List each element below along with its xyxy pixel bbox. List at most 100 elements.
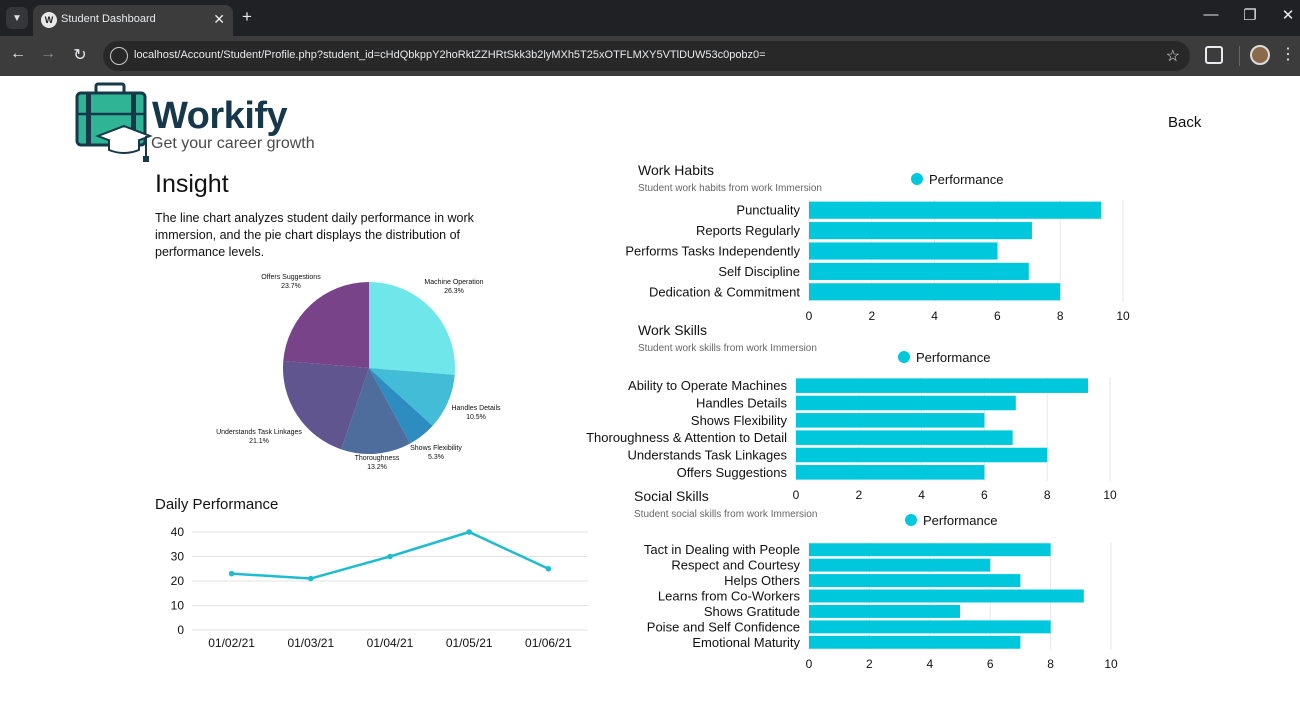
- bar-category-label: Handles Details: [696, 396, 788, 411]
- bar-chart-subtitle: Student work skills from work Immersion: [638, 343, 817, 354]
- insight-title: Insight: [155, 170, 229, 198]
- bar-category-label: Respect and Courtesy: [671, 558, 800, 573]
- bookmark-star-icon[interactable]: ☆: [1165, 48, 1180, 65]
- plus-icon[interactable]: +: [242, 7, 252, 26]
- pie-percent-understands-task-linkages: 21.1%: [249, 438, 269, 445]
- bar-category-label: Poise and Self Confidence: [647, 619, 800, 634]
- url-text[interactable]: localhost/Account/Student/Profile.php?st…: [134, 49, 766, 61]
- bar-x-tick: 8: [1044, 488, 1051, 502]
- tab-title: Student Dashboard: [61, 13, 156, 25]
- browser-toolbar: ← → ↻ localhost/Account/Student/Profile.…: [0, 36, 1300, 76]
- bar-category-label: Shows Flexibility: [691, 413, 788, 428]
- pie-label-thoroughness: Thoroughness: [355, 455, 400, 462]
- forward-arrow-icon[interactable]: →: [40, 45, 56, 62]
- bar-x-tick: 6: [987, 657, 994, 671]
- browser-tab-active[interactable]: W Student Dashboard ✕: [33, 5, 233, 36]
- pie-slice-shows-flexibility: [369, 368, 433, 444]
- bar-category-label: Tact in Dealing with People: [644, 542, 800, 557]
- bar-chart-subtitle: Student social skills from work Immersio…: [634, 509, 817, 520]
- bar-category-label: Punctuality: [736, 203, 800, 218]
- work-habits-bar-chart: Work Habits Student work habits from work…: [625, 162, 1130, 323]
- line-x-tick: 01/04/21: [367, 636, 414, 650]
- extensions-puzzle-icon[interactable]: [1205, 46, 1223, 64]
- pie-label-shows-flexibility: Shows Flexibility: [410, 445, 462, 452]
- bar-x-tick: 8: [1047, 657, 1054, 671]
- close-window-icon[interactable]: ✕: [1281, 7, 1295, 24]
- tab-list-chevron-icon[interactable]: ▼: [6, 7, 28, 29]
- back-link[interactable]: Back: [1168, 114, 1202, 131]
- bar-category-label: Learns from Co-Workers: [658, 589, 801, 604]
- address-bar[interactable]: localhost/Account/Student/Profile.php?st…: [103, 41, 1190, 71]
- bar: [809, 283, 1061, 301]
- bar-x-tick: 2: [855, 488, 862, 502]
- bar: [809, 242, 998, 260]
- bar-x-tick: 10: [1116, 309, 1130, 323]
- line-x-tick: 01/05/21: [446, 636, 493, 650]
- bar-x-tick: 0: [806, 657, 813, 671]
- bar-chart-title: Work Skills: [638, 322, 707, 338]
- bar-category-label: Performs Tasks Independently: [625, 244, 800, 259]
- bar: [809, 604, 960, 618]
- legend-swatch-icon: [905, 514, 917, 526]
- bar-x-tick: 10: [1103, 488, 1117, 502]
- pie-label-handles-details: Handles Details: [451, 405, 501, 412]
- bar-category-label: Helps Others: [724, 573, 800, 588]
- bar-x-tick: 2: [868, 309, 875, 323]
- briefcase-graduation-cap-logo-icon: [75, 82, 153, 162]
- page-content: Workify Get your career growth Back Insi…: [0, 76, 1300, 703]
- bar: [809, 262, 1029, 280]
- line-point: [308, 575, 314, 582]
- reload-icon[interactable]: ↻: [73, 47, 87, 64]
- pie-percent-handles-details: 10.5%: [466, 414, 486, 421]
- bar: [796, 447, 1048, 463]
- work-skills-bar-chart: Work Skills Student work skills from work…: [586, 322, 1117, 502]
- legend-swatch-icon: [911, 173, 923, 185]
- line-chart-title: Daily Performance: [155, 496, 278, 513]
- pie-label-machine-operation: Machine Operation: [424, 279, 483, 286]
- bar-category-label: Shows Gratitude: [704, 604, 800, 619]
- line-y-tick: 0: [177, 623, 184, 637]
- line-point: [545, 565, 552, 572]
- bar-category-label: Understands Task Linkages: [628, 448, 788, 463]
- restore-icon[interactable]: ❐: [1243, 7, 1257, 24]
- site-info-icon[interactable]: [110, 47, 128, 65]
- bar-x-tick: 6: [994, 309, 1001, 323]
- pie-percent-thoroughness: 13.2%: [367, 464, 387, 471]
- bar-category-label: Thoroughness & Attention to Detail: [586, 430, 787, 445]
- bar: [796, 465, 985, 480]
- line-x-tick: 01/03/21: [287, 636, 334, 650]
- bar: [809, 558, 991, 572]
- performance-pie-chart: Machine Operation 26.3% Handles Details 10.…: [216, 274, 501, 471]
- line-x-tick: 01/02/21: [208, 636, 255, 650]
- line-y-tick: 30: [171, 550, 185, 564]
- brand-name: Workify: [152, 95, 288, 137]
- bar: [809, 574, 1021, 588]
- bar-x-tick: 10: [1104, 657, 1118, 671]
- bar-x-tick: 0: [806, 309, 813, 323]
- bar-chart-group: 0 2 4 6 8 10 Punctuality Reports Regularly Perfo…: [625, 200, 1130, 323]
- browser-tabstrip: ▼ W Student Dashboard ✕ + — ❐ ✕: [0, 0, 1300, 36]
- bar-category-label: Self Discipline: [718, 264, 800, 279]
- legend-label: Performance: [916, 350, 990, 365]
- pie-percent-machine-operation: 26.3%: [444, 288, 464, 295]
- close-icon[interactable]: ✕: [213, 11, 225, 27]
- pie-slice-thoroughness: [341, 368, 411, 454]
- line-point: [466, 529, 473, 535]
- profile-avatar-icon[interactable]: [1250, 45, 1270, 65]
- more-vert-icon[interactable]: ⋮: [1280, 46, 1296, 63]
- bar-x-tick: 4: [926, 657, 933, 671]
- bar-x-tick: 2: [866, 657, 873, 671]
- bar-chart-title: Social Skills: [634, 488, 709, 504]
- bar-category-label: Ability to Operate Machines: [628, 378, 787, 393]
- bar: [809, 635, 1021, 649]
- line-point: [228, 570, 235, 577]
- bar: [796, 413, 985, 428]
- back-arrow-icon[interactable]: ←: [10, 45, 26, 62]
- pie-slice-understands-task-linkages: [283, 360, 369, 450]
- bar-x-tick: 8: [1057, 309, 1064, 323]
- bar: [809, 201, 1102, 219]
- social-skills-bar-chart: Social Skills Student social skills from …: [634, 488, 1118, 671]
- minimize-icon[interactable]: —: [1203, 6, 1219, 23]
- pie-slice-handles-details: [369, 368, 455, 426]
- bar: [809, 543, 1051, 557]
